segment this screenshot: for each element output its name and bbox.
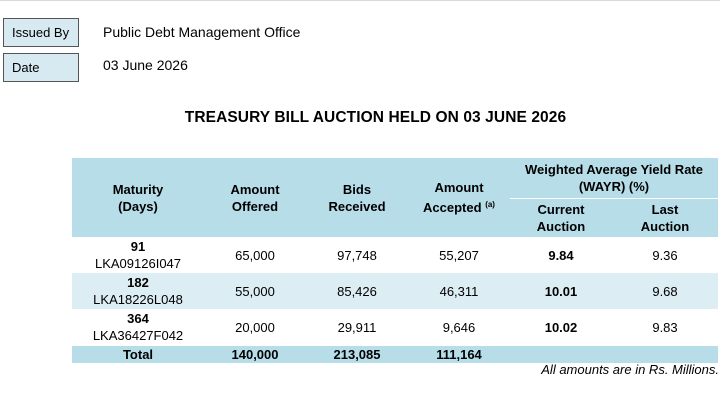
last-auction-header: Last Auction — [612, 198, 718, 237]
isin-code: LKA18226L048 — [93, 292, 183, 307]
offered-cell: 20,000 — [204, 309, 306, 346]
wayr-header-line1: Weighted Average Yield Rate — [525, 162, 703, 177]
accepted-header-line2: Accepted (a) — [408, 196, 510, 216]
offered-header-line2: Offered — [231, 198, 279, 214]
top-rule — [0, 0, 720, 1]
current-auction-line1: Current — [537, 202, 585, 217]
maturity-days: 182 — [127, 275, 149, 290]
isin-code: LKA09126I047 — [94, 256, 182, 271]
table-row: 91 LKA09126I047 65,000 97,748 55,207 9.8… — [72, 237, 718, 273]
accepted-header-line1: Amount — [434, 180, 484, 195]
maturity-cell: 364 LKA36427F042 — [72, 309, 204, 346]
last-auction-line2: Auction — [640, 219, 690, 234]
last-yield-cell: 9.68 — [612, 273, 718, 309]
maturity-header: Maturity (Days) — [72, 158, 204, 237]
date-value: 03 June 2026 — [103, 57, 188, 73]
page-title: TREASURY BILL AUCTION HELD ON 03 JUNE 20… — [184, 109, 567, 126]
offered-header-line1: Amount — [230, 181, 280, 197]
wayr-header: Weighted Average Yield Rate (WAYR) (%) — [510, 158, 718, 199]
accepted-cell: 55,207 — [408, 237, 510, 273]
accepted-header: Amount Accepted (a) — [408, 158, 510, 237]
issued-by-value: Public Debt Management Office — [103, 24, 301, 40]
sub-header-row: Current Auction Last Auction — [72, 198, 718, 237]
auction-table: Maturity (Days) Amount Offered Bids Rece… — [72, 158, 718, 363]
offered-header: Amount Offered — [204, 158, 306, 237]
total-bids: 213,085 — [306, 345, 408, 363]
last-yield-cell: 9.83 — [612, 309, 718, 346]
amounts-note: All amounts are in Rs. Millions. — [541, 362, 719, 377]
table-row: 182 LKA18226L048 55,000 85,426 46,311 10… — [72, 273, 718, 309]
bids-header-line1: Bids — [342, 181, 372, 197]
maturity-header-label: Maturity — [112, 181, 164, 197]
total-empty-current — [510, 345, 612, 363]
maturity-days: 91 — [130, 239, 146, 254]
current-yield-cell: 10.01 — [510, 273, 612, 309]
bids-cell: 29,911 — [306, 309, 408, 346]
accepted-footnote-mark: (a) — [485, 200, 495, 209]
issued-by-label: Issued By — [3, 18, 79, 47]
accepted-header-text: Accepted — [423, 200, 482, 215]
current-yield-cell: 10.02 — [510, 309, 612, 346]
current-auction-line2: Auction — [536, 219, 586, 234]
bids-header-line2: Received — [328, 198, 386, 214]
wayr-header-line2: (WAYR) (%) — [578, 179, 650, 194]
offered-cell: 65,000 — [204, 237, 306, 273]
isin-code: LKA36427F042 — [92, 328, 184, 343]
maturity-days: 364 — [127, 311, 149, 326]
date-label: Date — [3, 53, 79, 82]
maturity-header-unit: (Days) — [118, 198, 158, 214]
accepted-cell: 46,311 — [408, 273, 510, 309]
last-yield-cell: 9.36 — [612, 237, 718, 273]
bids-cell: 97,748 — [306, 237, 408, 273]
total-offered: 140,000 — [204, 345, 306, 363]
total-accepted: 111,164 — [408, 345, 510, 363]
header-row: Maturity (Days) Amount Offered Bids Rece… — [72, 158, 718, 237]
current-auction-header: Current Auction — [510, 198, 612, 237]
table-row: 364 LKA36427F042 20,000 29,911 9,646 10.… — [72, 309, 718, 346]
current-yield-cell: 9.84 — [510, 237, 612, 273]
accepted-cell: 9,646 — [408, 309, 510, 346]
bids-cell: 85,426 — [306, 273, 408, 309]
last-auction-line1: Last — [651, 202, 679, 217]
offered-cell: 55,000 — [204, 273, 306, 309]
maturity-cell: 91 LKA09126I047 — [72, 237, 204, 273]
total-label: Total — [72, 345, 204, 363]
total-row: Total 140,000 213,085 111,164 — [72, 345, 718, 363]
maturity-cell: 182 LKA18226L048 — [72, 273, 204, 309]
bids-header: Bids Received — [306, 158, 408, 237]
total-empty-last — [612, 345, 718, 363]
